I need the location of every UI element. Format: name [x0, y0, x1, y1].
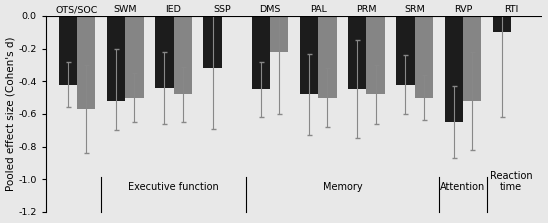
Bar — [493, 16, 511, 32]
Text: SSP: SSP — [213, 5, 231, 14]
Bar — [155, 16, 174, 88]
Text: Executive function: Executive function — [128, 182, 219, 192]
Text: DMS: DMS — [259, 5, 281, 14]
Bar — [348, 16, 367, 89]
Text: SRM: SRM — [404, 5, 425, 14]
Bar — [59, 16, 77, 85]
Bar — [367, 16, 385, 94]
Bar — [463, 16, 481, 101]
Bar — [252, 16, 270, 89]
Text: Memory: Memory — [323, 182, 362, 192]
Y-axis label: Pooled effect size (Cohen's d): Pooled effect size (Cohen's d) — [5, 37, 15, 191]
Text: IED: IED — [165, 5, 181, 14]
Text: RTI: RTI — [504, 5, 518, 14]
Bar — [396, 16, 415, 85]
Bar — [174, 16, 192, 94]
Bar — [203, 16, 222, 68]
Bar — [125, 16, 144, 98]
Bar — [270, 16, 288, 52]
Bar — [107, 16, 125, 101]
Text: SWM: SWM — [113, 5, 137, 14]
Text: OTS/SOC: OTS/SOC — [56, 5, 98, 14]
Bar — [77, 16, 95, 109]
Bar — [318, 16, 336, 98]
Text: Reaction
time: Reaction time — [490, 171, 533, 192]
Text: RVP: RVP — [454, 5, 472, 14]
Bar — [415, 16, 433, 98]
Text: PAL: PAL — [310, 5, 327, 14]
Bar — [444, 16, 463, 122]
Text: PRM: PRM — [356, 5, 376, 14]
Text: Attention: Attention — [440, 182, 486, 192]
Bar — [300, 16, 318, 94]
